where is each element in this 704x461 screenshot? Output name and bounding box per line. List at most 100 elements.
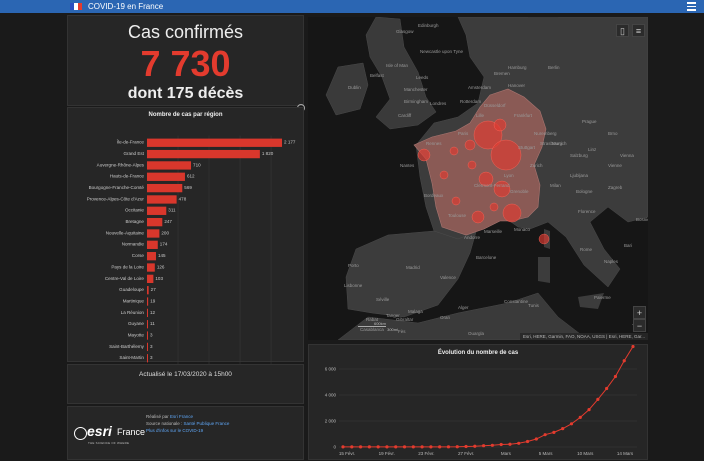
map-place-label: Leeds xyxy=(416,75,429,80)
map-place-label: Gibraltar xyxy=(396,317,414,322)
bar-value-label: 3 xyxy=(150,355,153,360)
data-point xyxy=(394,445,398,449)
bar-value-label: 126 xyxy=(157,264,165,269)
menu-icon[interactable] xyxy=(687,2,696,11)
map-place-label: Rome xyxy=(580,247,593,252)
map-place-label: Grenoble xyxy=(510,189,529,194)
update-text: Actualisé le 17/03/2020 à 15h00 xyxy=(139,371,232,378)
legend-list-icon[interactable]: ≡ xyxy=(632,24,645,37)
esri-france-link[interactable]: Esri France xyxy=(170,414,194,419)
bar-category-label: Normandie xyxy=(122,242,145,247)
map-place-label: Edinburgh xyxy=(418,23,439,28)
x-tick-label: 14 Mars xyxy=(617,451,634,456)
bar-category-label: Bourgogne-Franche-Comté xyxy=(89,185,145,190)
data-point xyxy=(631,345,635,349)
map-place-label: Belfast xyxy=(370,73,385,78)
kpi-value: 7 730 xyxy=(140,43,231,84)
bar-value-label: 478 xyxy=(179,196,187,201)
data-point xyxy=(525,439,530,444)
bar-category-label: Saint-Barthélemy xyxy=(109,344,145,349)
source-link[interactable]: Santé Publique France xyxy=(183,421,230,426)
x-tick-label: 15 Févr. xyxy=(339,451,355,456)
more-info-link[interactable]: Plus d'infos sur le COVID-19 xyxy=(146,428,204,433)
map-place-label: Fès xyxy=(398,329,406,334)
map-place-label: Rennes xyxy=(426,141,442,146)
data-point xyxy=(569,422,574,426)
bar-category-label: Hauts-de-France xyxy=(110,174,145,179)
bar-value-label: 3 xyxy=(150,344,153,349)
map-place-label: Amsterdam xyxy=(468,85,491,90)
map-place-label: Brno xyxy=(608,131,618,136)
map-place-label: Rotterdam xyxy=(460,99,481,104)
map-place-label: Munich xyxy=(552,141,567,146)
bar-value-label: 1 820 xyxy=(262,151,274,156)
data-point xyxy=(605,386,609,391)
map[interactable]: Edinburgh Glasgow Belfast Newcastle upon Ty… xyxy=(308,17,648,340)
map-place-label: Nantes xyxy=(400,163,415,168)
map-place-label: Lille xyxy=(476,113,485,118)
map-place-label: Palerme xyxy=(594,295,611,300)
series-line xyxy=(343,346,634,448)
map-place-label: Prague xyxy=(582,119,597,124)
line-chart: 0 2 000 4 000 6 000 15 Févr. 19 Févr. 23 Févr.… xyxy=(325,345,637,456)
data-point xyxy=(587,408,591,412)
data-point xyxy=(622,359,626,363)
map-place-label: Rabat xyxy=(366,317,379,322)
bar-value-label: 2 177 xyxy=(284,140,296,145)
bar xyxy=(146,240,158,249)
line-chart-panel: Évolution du nombre de cas 0 2 000 4 000 6 … xyxy=(308,344,648,460)
map-place-label: Barcelone xyxy=(476,255,497,260)
kpi-label: Cas confirmés xyxy=(127,22,244,42)
data-point xyxy=(420,445,424,449)
x-tick-label: 27 Févr. xyxy=(458,451,474,456)
data-point xyxy=(358,445,363,449)
bar-value-label: 19 xyxy=(150,298,156,303)
map-place-label: Lisbonne xyxy=(344,283,363,288)
map-place-label: Glasgow xyxy=(396,29,414,34)
bar-value-label: 103 xyxy=(155,276,163,281)
bar-chart: Île-de-France 2 177 Grand Est 1 820 Auvergne… xyxy=(87,135,296,365)
map-place-label: Linz xyxy=(588,147,597,152)
data-point xyxy=(613,374,618,379)
bar-value-label: 200 xyxy=(161,230,169,235)
map-labels: Edinburgh Glasgow Belfast Newcastle upon Ty… xyxy=(344,23,648,336)
zoom-out-button[interactable]: − xyxy=(633,319,646,332)
scale-km: 600km xyxy=(358,321,386,327)
bar-value-label: 174 xyxy=(160,242,168,247)
map-place-label: Londres xyxy=(430,101,447,106)
zoom-in-button[interactable]: + xyxy=(633,306,646,319)
bar xyxy=(146,195,177,204)
map-place-label: Frankfurt xyxy=(514,113,533,118)
x-tick-label: 10 Mars xyxy=(577,451,594,456)
bar xyxy=(146,206,167,215)
bar-value-label: 11 xyxy=(150,321,155,326)
bar-value-label: 3 xyxy=(150,332,153,337)
bookmark-icon[interactable]: ▯ xyxy=(616,24,629,37)
bar-category-label: La Réunion xyxy=(121,310,145,315)
bar xyxy=(146,183,183,193)
map-place-label: Porto xyxy=(348,263,359,268)
data-point xyxy=(350,445,354,449)
x-tick-label: Mars xyxy=(501,451,512,456)
france-flag-icon xyxy=(70,3,82,10)
map-place-label: Bremen xyxy=(494,71,510,76)
data-point xyxy=(482,444,486,448)
x-tick-label: 5 Mars xyxy=(539,451,554,456)
map-place-label: Bosnie-Herzégovine xyxy=(636,217,648,222)
bar-category-label: Île-de-France xyxy=(116,139,145,145)
data-point xyxy=(578,415,582,419)
data-point xyxy=(429,445,433,449)
map-place-label: Düsseldorf xyxy=(484,103,506,108)
bar-category-label: Martinique xyxy=(123,298,145,303)
credits-panel: esri France THE SCIENCE OF WHERE Réalisé… xyxy=(67,406,304,460)
bar-value-label: 12 xyxy=(150,310,156,315)
bar xyxy=(146,297,149,306)
map-place-label: Casablanca xyxy=(360,327,384,332)
map-canvas[interactable]: Edinburgh Glasgow Belfast Newcastle upon Ty… xyxy=(308,17,648,340)
map-place-label: Berlin xyxy=(548,65,560,70)
source-label: Source nationale : xyxy=(146,421,183,426)
credits-text: Réalisé par Esri France Source nationale… xyxy=(146,413,229,434)
bar-category-label: Bretagne xyxy=(125,219,144,224)
map-place-label: Bordeaux xyxy=(424,193,444,198)
data-point xyxy=(367,445,371,449)
